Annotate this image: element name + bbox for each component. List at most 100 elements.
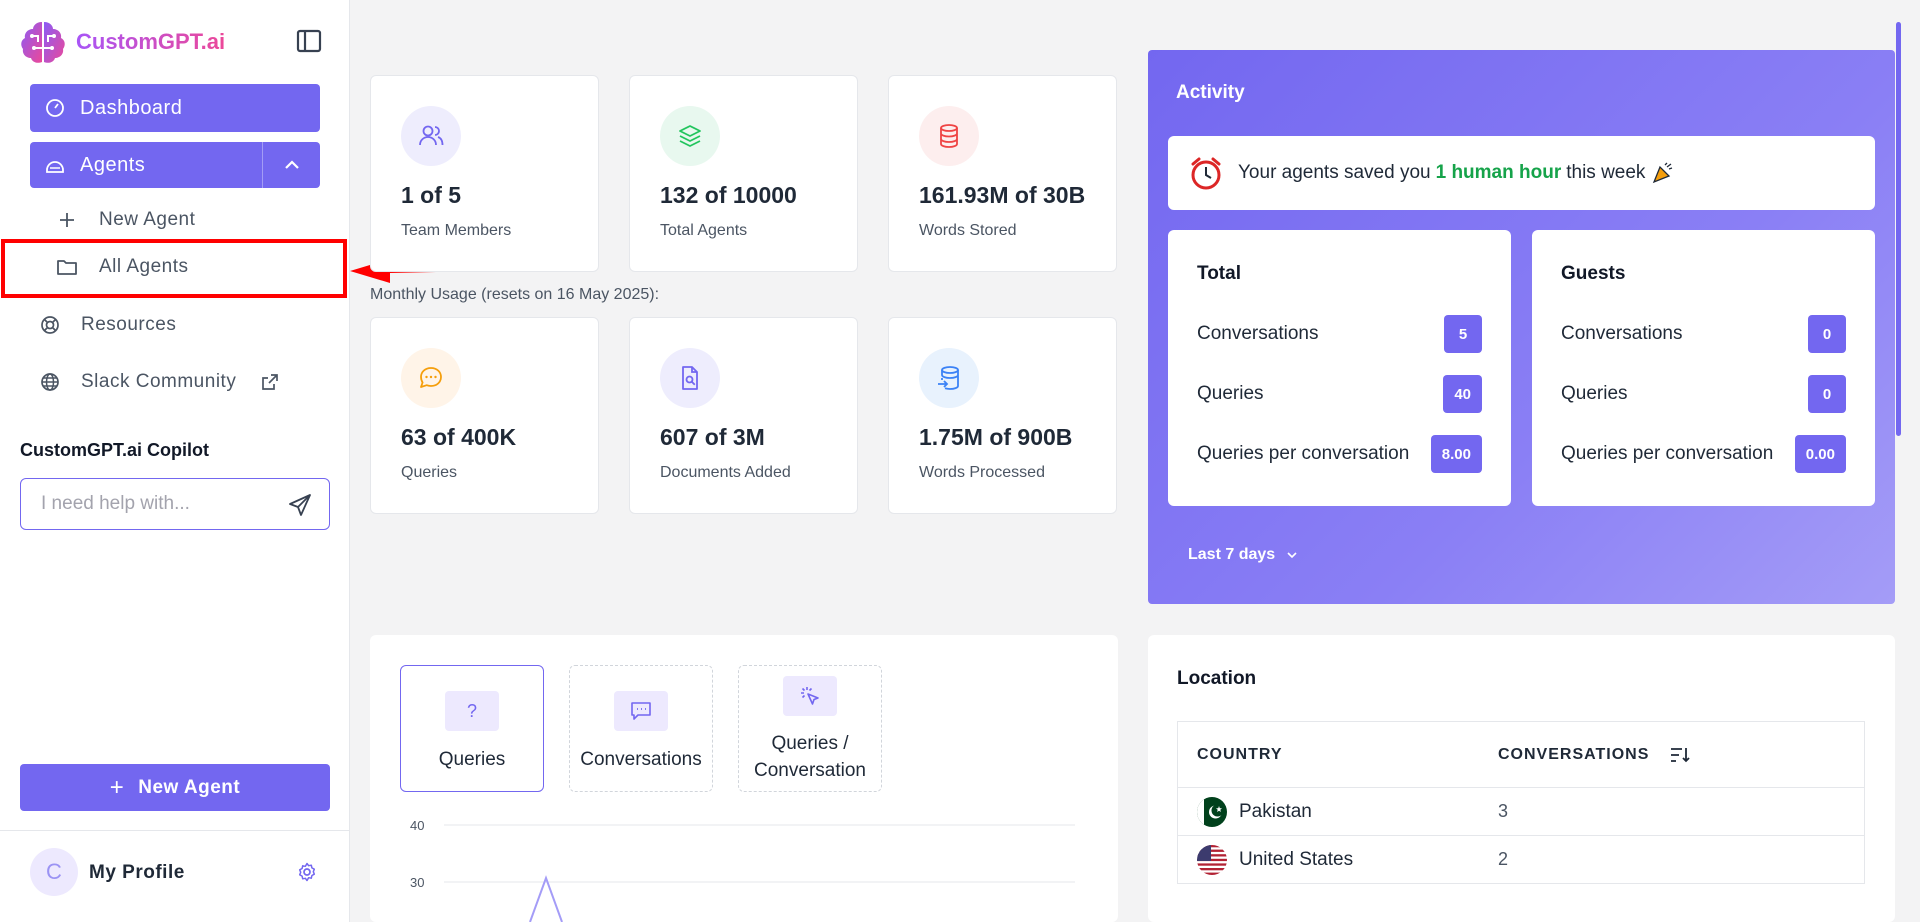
nav-agents: Agents	[30, 142, 320, 188]
tab-queries-per-conversation[interactable]: Queries / Conversation	[738, 665, 882, 792]
stat-row: Queries per conversation 8.00	[1197, 435, 1482, 473]
time-saved-prefix: Your agents saved you	[1238, 162, 1431, 183]
chat-bubble-icon	[401, 348, 461, 408]
copilot-input-box	[20, 478, 330, 530]
stat-value: 1.75M of 900B	[919, 424, 1073, 450]
date-range-select[interactable]: Last 7 days	[1188, 546, 1299, 564]
tab-label-line: Queries /	[771, 733, 849, 754]
conversations-count: 2	[1498, 849, 1509, 869]
country-name: United States	[1239, 848, 1354, 870]
tab-label: Conversations	[580, 749, 702, 770]
tab-label-line: Conversation	[754, 760, 866, 781]
nav-new-agent-label: New Agent	[99, 209, 196, 230]
external-link-icon	[262, 374, 279, 390]
plus-icon	[60, 213, 74, 227]
stat-card-queries: 63 of 400K Queries	[370, 317, 599, 514]
sidebar-toggle-icon[interactable]	[296, 28, 322, 54]
stat-row: Queries 40	[1197, 375, 1482, 413]
page-scrollbar[interactable]	[1896, 22, 1901, 436]
count-badge: 0.00	[1794, 435, 1846, 473]
copilot-input[interactable]	[41, 493, 281, 515]
count-badge: 0	[1808, 315, 1846, 353]
chat-icon	[614, 691, 668, 731]
stat-row-label: Conversations	[1197, 323, 1319, 344]
sidebar: CustomGPT.ai Dashboard Agents New	[0, 0, 350, 922]
location-table: COUNTRY CONVERSATIONS Pakistan	[1177, 721, 1865, 884]
brand-logo[interactable]: CustomGPT.ai	[18, 18, 225, 66]
pakistan-flag-icon	[1197, 796, 1227, 827]
agents-collapse-button[interactable]	[262, 142, 320, 188]
time-saved-suffix: this week	[1566, 162, 1646, 183]
stat-label: Documents Added	[660, 464, 791, 481]
location-title: Location	[1177, 668, 1257, 689]
new-agent-button[interactable]: + New Agent	[20, 764, 330, 811]
stat-label: Team Members	[401, 222, 512, 239]
count-badge: 8.00	[1430, 435, 1482, 473]
nav-slack-community[interactable]: Slack Community	[40, 371, 280, 393]
nav-all-agents-label: All Agents	[99, 256, 189, 277]
location-card: Location COUNTRY CONVERSATIONS	[1148, 635, 1895, 922]
cursor-click-icon	[783, 676, 837, 716]
send-icon[interactable]	[287, 492, 313, 518]
layers-icon	[660, 106, 720, 166]
avatar[interactable]: C	[30, 848, 78, 896]
nav-agents-label: Agents	[80, 153, 146, 176]
stat-row-label: Queries	[1197, 383, 1264, 404]
profile-name[interactable]: My Profile	[89, 862, 185, 883]
stat-value: 161.93M of 30B	[919, 182, 1086, 208]
tab-conversations[interactable]: Conversations	[569, 665, 713, 792]
count-badge: 40	[1443, 375, 1482, 413]
conversations-count: 3	[1498, 801, 1509, 821]
guests-title: Guests	[1561, 263, 1626, 284]
tab-queries[interactable]: ? Queries	[400, 665, 544, 792]
monthly-usage-label: Monthly Usage (resets on 16 May 2025):	[370, 286, 660, 303]
nav-resources[interactable]: Resources	[40, 314, 176, 336]
stat-value: 1 of 5	[401, 182, 462, 208]
sort-icon[interactable]	[1669, 745, 1691, 765]
guests-stats-panel: Guests Conversations 0 Queries 0 Queries…	[1532, 230, 1875, 506]
queries-line-chart: 40 30	[410, 820, 1075, 922]
column-header-country[interactable]: COUNTRY	[1197, 745, 1283, 763]
time-saved-banner: Your agents saved you 1 human hour this …	[1168, 136, 1875, 210]
database-icon	[919, 106, 979, 166]
gear-icon[interactable]	[296, 861, 318, 883]
chevron-up-icon	[284, 160, 299, 169]
y-tick-label: 30	[410, 875, 424, 890]
plus-icon: +	[109, 773, 125, 801]
stat-card-total-agents: 132 of 10000 Total Agents	[629, 75, 858, 272]
count-badge: 5	[1444, 315, 1482, 353]
table-row: Pakistan 3	[1178, 788, 1864, 836]
copilot-title: CustomGPT.ai Copilot	[20, 440, 209, 460]
date-range-label: Last 7 days	[1188, 546, 1276, 563]
table-header: COUNTRY CONVERSATIONS	[1178, 722, 1864, 788]
brand-name: CustomGPT.ai	[76, 29, 226, 54]
nav-dashboard[interactable]: Dashboard	[30, 84, 320, 132]
total-stats-panel: Total Conversations 5 Queries 40 Queries…	[1168, 230, 1511, 506]
stat-row: Queries 0	[1561, 375, 1846, 413]
country-cell: United States	[1178, 844, 1498, 875]
nav-resources-label: Resources	[81, 314, 177, 335]
column-header-conversations[interactable]: CONVERSATIONS	[1498, 745, 1691, 765]
country-cell: Pakistan	[1178, 796, 1498, 827]
nav-new-agent[interactable]: New Agent	[56, 209, 195, 231]
alarm-clock-icon	[1191, 157, 1221, 190]
stat-card-documents-added: 607 of 3M Documents Added	[629, 317, 858, 514]
activity-panel: Activity Your agents saved you 1 human h…	[1148, 50, 1895, 604]
document-search-icon	[660, 348, 720, 408]
lifebuoy-icon	[41, 316, 59, 334]
globe-icon	[41, 373, 59, 391]
stat-card-words-processed: 1.75M of 900B Words Processed	[888, 317, 1117, 514]
nav-dashboard-label: Dashboard	[80, 96, 183, 119]
count-badge: 0	[1808, 375, 1846, 413]
column-header-label: CONVERSATIONS	[1498, 745, 1650, 763]
nav-all-agents[interactable]: All Agents	[56, 256, 189, 278]
nav-agents-button[interactable]: Agents	[30, 142, 262, 188]
usage-chart-card: ? Queries Conversations Queries / Convers…	[370, 635, 1118, 922]
profile-divider	[0, 830, 350, 831]
nav-slack-label: Slack Community	[81, 371, 237, 392]
stat-row: Conversations 0	[1561, 315, 1846, 353]
stat-row-label: Queries per conversation	[1561, 443, 1774, 464]
stat-row: Conversations 5	[1197, 315, 1482, 353]
tab-label: Queries / Conversation	[754, 730, 866, 784]
users-icon	[401, 106, 461, 166]
